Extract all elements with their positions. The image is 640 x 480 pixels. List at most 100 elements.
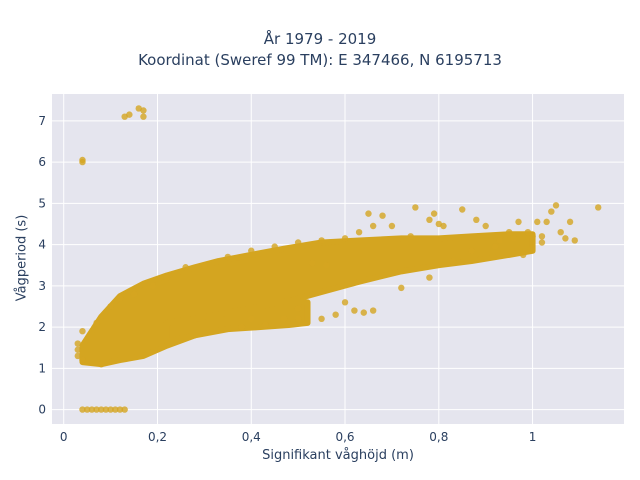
- scatter-point: [126, 111, 133, 118]
- scatter-point: [548, 208, 555, 215]
- scatter-point: [294, 305, 302, 312]
- scatter-point: [149, 282, 157, 290]
- scatter-point: [519, 251, 527, 259]
- y-tick-label: 0: [38, 403, 46, 417]
- x-tick-label: 0,2: [148, 430, 167, 444]
- x-tick-label: 0,6: [335, 430, 354, 444]
- scatter-point: [79, 356, 86, 364]
- scatter-point: [398, 284, 405, 292]
- scatter-point: [182, 264, 189, 271]
- scatter-point: [309, 259, 316, 267]
- scatter-point: [491, 243, 499, 250]
- scatter-point: [248, 315, 255, 323]
- scatter-point: [473, 216, 480, 224]
- y-tick-label: 7: [38, 114, 46, 128]
- scatter-point: [355, 228, 363, 236]
- scatter-point: [562, 235, 569, 242]
- scatter-point: [468, 247, 475, 254]
- scatter-point: [280, 315, 288, 323]
- scatter-point: [98, 360, 105, 368]
- scatter-point: [407, 233, 414, 240]
- scatter-point: [224, 253, 232, 261]
- scatter-point: [351, 307, 358, 314]
- y-tick-label: 2: [38, 320, 46, 334]
- scatter-point: [271, 243, 278, 250]
- scatter-point: [388, 222, 396, 230]
- scatter-point: [93, 406, 100, 413]
- scatter-point: [79, 158, 86, 166]
- scatter-point: [93, 319, 100, 327]
- scatter-point: [238, 323, 246, 331]
- y-tick-label: 6: [38, 155, 46, 169]
- scatter-point: [538, 239, 546, 246]
- scatter-point: [112, 406, 119, 413]
- scatter-point: [360, 309, 367, 316]
- scatter-point: [341, 299, 349, 306]
- scatter-point: [365, 210, 372, 217]
- y-tick-label: 3: [38, 279, 46, 293]
- y-tick-label: 1: [38, 361, 46, 375]
- scatter-point: [534, 218, 541, 226]
- scatter-point: [482, 222, 489, 230]
- scatter-point: [369, 307, 377, 314]
- scatter-point: [515, 218, 522, 226]
- scatter-point: [449, 257, 457, 265]
- scatter-point: [538, 233, 546, 240]
- y-axis-label: Vågperiod (s): [14, 214, 30, 302]
- scatter-point: [116, 406, 124, 413]
- scatter-point: [74, 352, 81, 360]
- scatter-point: [552, 202, 560, 209]
- chart-title: År 1979 - 2019: [263, 30, 377, 48]
- scatter-point: [318, 315, 325, 323]
- scatter-point: [130, 290, 138, 298]
- scatter-point: [121, 406, 128, 413]
- scatter-point: [430, 210, 438, 217]
- scatter-point: [98, 406, 105, 413]
- x-tick-label: 1: [529, 430, 537, 444]
- scatter-point: [163, 274, 171, 281]
- x-tick-label: 0,4: [242, 430, 261, 444]
- scatter-point: [379, 212, 386, 219]
- scatter-point: [102, 406, 110, 413]
- scatter-point: [248, 247, 255, 254]
- scatter-point: [571, 237, 578, 244]
- x-tick-label: 0,8: [429, 430, 448, 444]
- scatter-point: [595, 204, 602, 211]
- scatter-point: [116, 294, 124, 302]
- scatter-point: [140, 113, 147, 120]
- scatter-point: [369, 222, 377, 230]
- scatter-point: [294, 239, 302, 246]
- scatter-point: [529, 233, 536, 240]
- y-tick-label: 5: [38, 196, 46, 210]
- x-axis-label: Signifikant våghöjd (m): [262, 448, 414, 463]
- scatter-point: [318, 237, 325, 244]
- scatter-point: [440, 222, 447, 230]
- scatter-point: [426, 216, 433, 224]
- scatter-point: [543, 218, 550, 226]
- scatter-point: [459, 206, 466, 213]
- scatter-point: [557, 228, 564, 236]
- scatter-point: [524, 228, 532, 236]
- scatter-point: [107, 406, 114, 413]
- scatter-point: [426, 274, 433, 281]
- scatter-point: [412, 204, 419, 211]
- x-tick-label: 0: [60, 430, 68, 444]
- scatter-point: [341, 235, 349, 242]
- scatter-point: [74, 340, 81, 347]
- scatter-point: [79, 406, 86, 413]
- scatter-point-cloud: [163, 297, 311, 345]
- scatter-point: [566, 218, 574, 226]
- scatter-point: [88, 406, 96, 413]
- scatter-point: [201, 261, 208, 269]
- scatter-point: [294, 315, 302, 323]
- chart-subtitle: Koordinat (Sweref 99 TM): E 347466, N 61…: [138, 51, 502, 69]
- scatter-point: [140, 107, 147, 114]
- scatter-point: [505, 228, 513, 236]
- scatter-point: [332, 311, 339, 318]
- scatter-point: [262, 321, 269, 329]
- scatter-point: [323, 261, 330, 269]
- scatter-point: [496, 237, 503, 244]
- scatter-point: [83, 406, 91, 413]
